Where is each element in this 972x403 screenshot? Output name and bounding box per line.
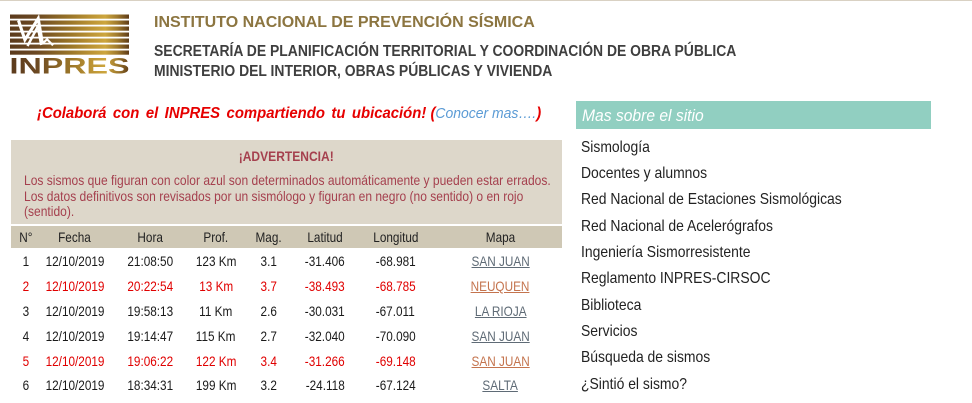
svg-text:INPRES: INPRES	[10, 54, 130, 79]
